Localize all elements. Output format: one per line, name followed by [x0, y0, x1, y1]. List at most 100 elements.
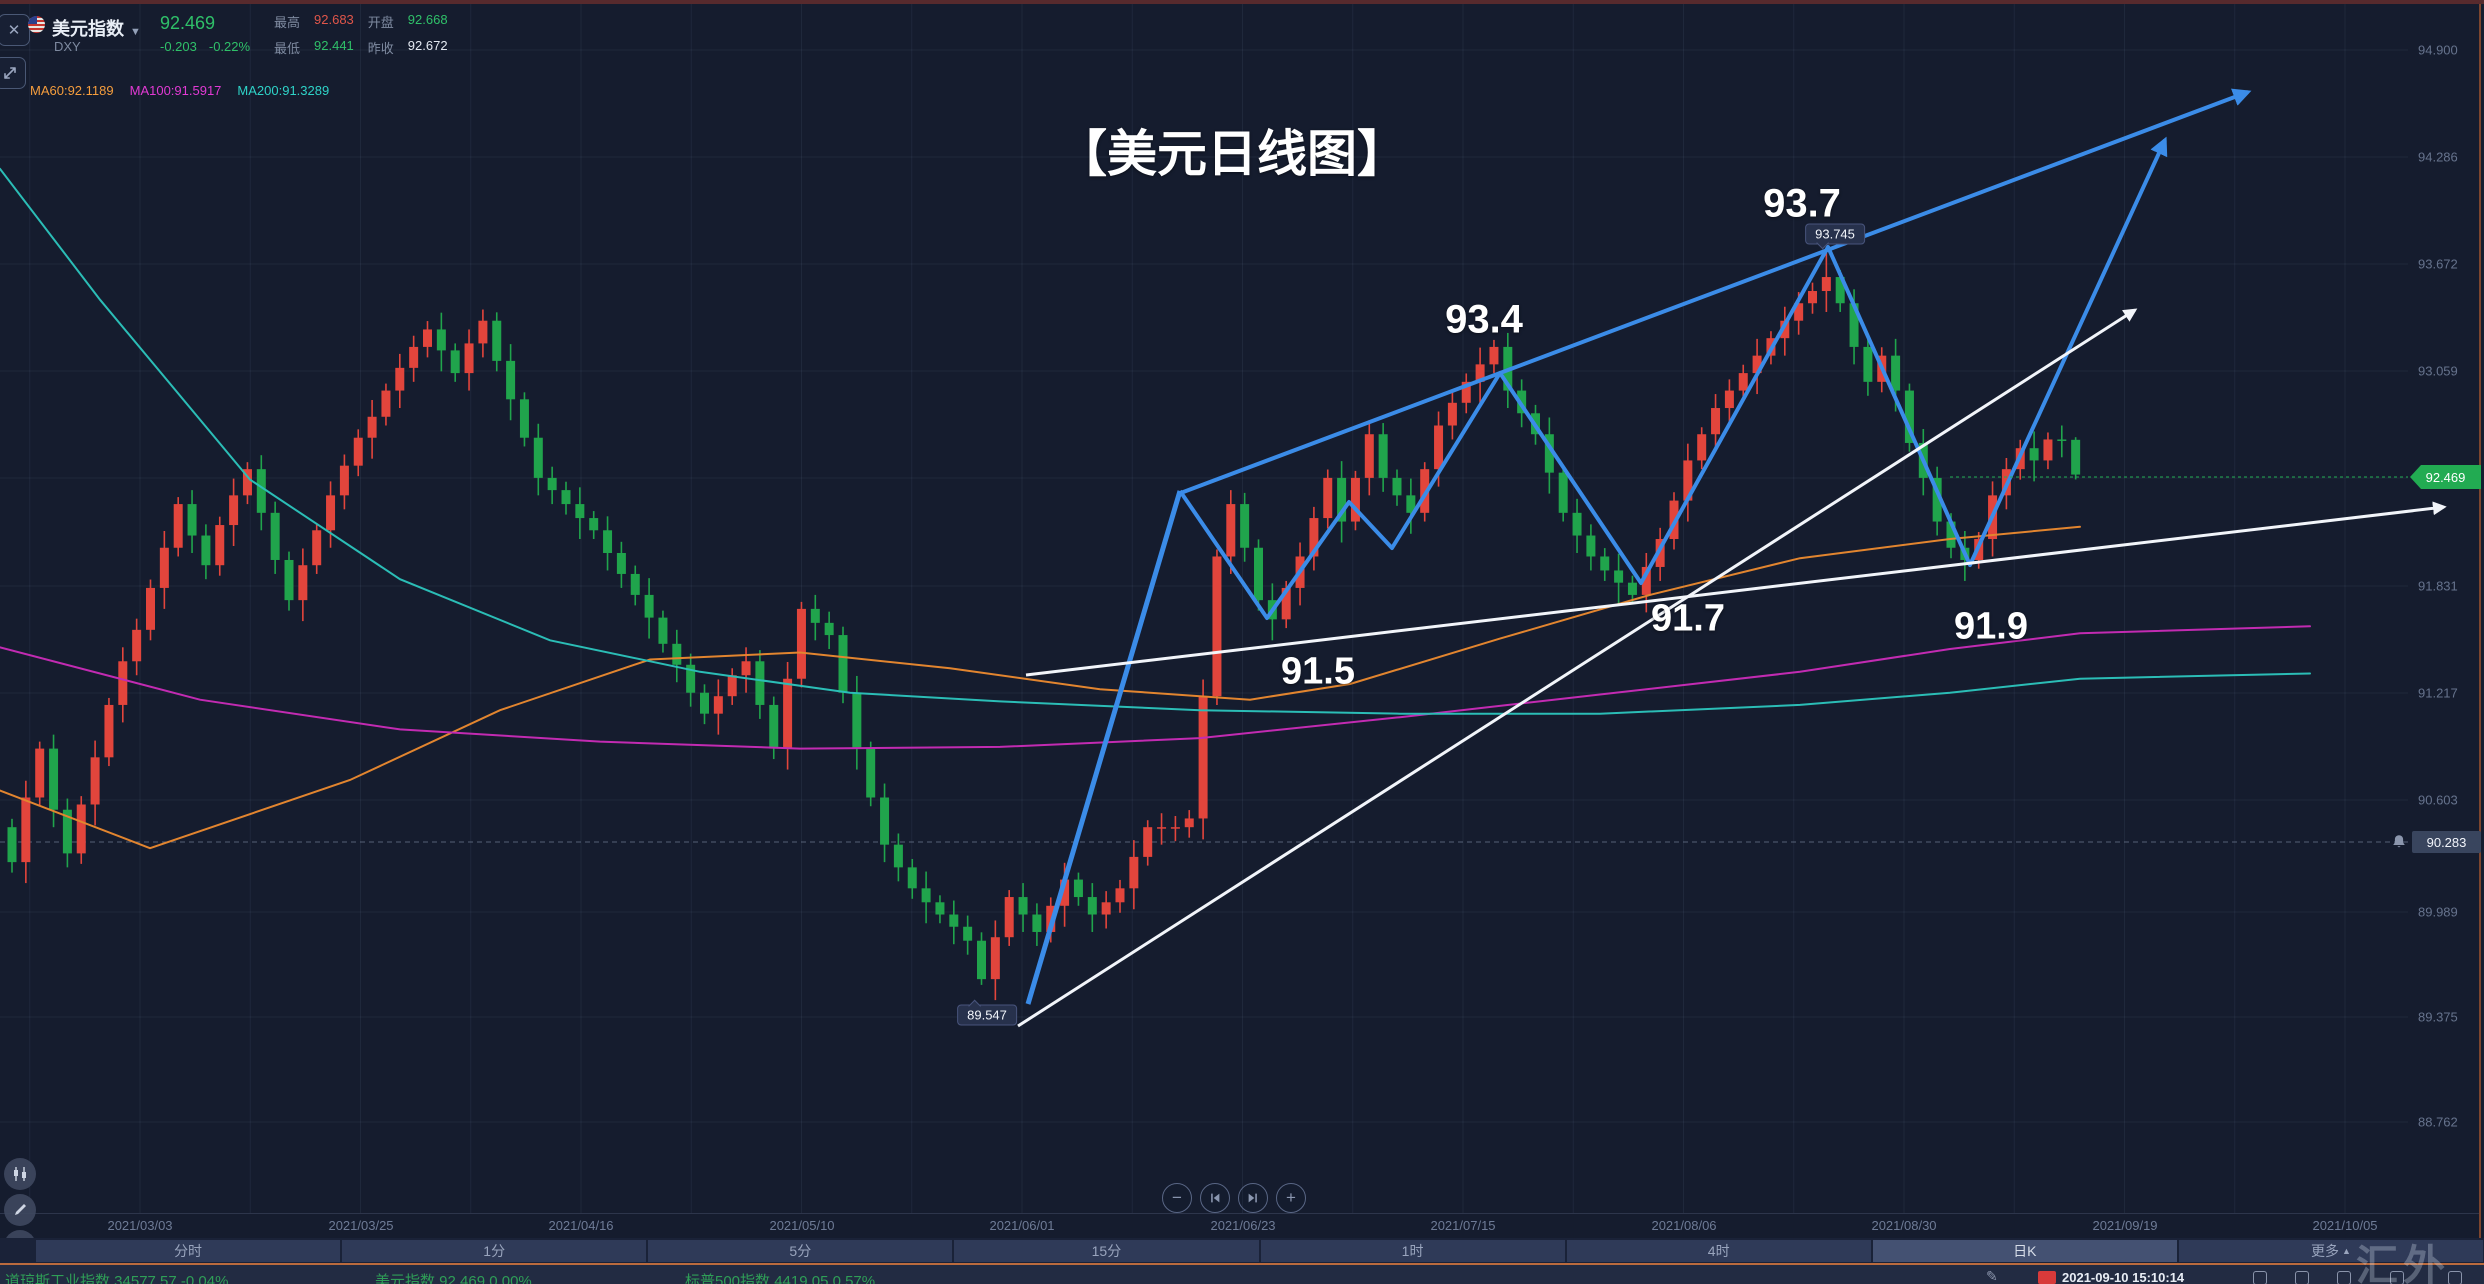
index-ticker[interactable]: 标普500指数 4419.05 0.57%: [685, 1273, 876, 1284]
price-marker-tooltip: 89.547: [957, 1004, 1017, 1026]
date-tick-label: 2021/08/06: [1651, 1218, 1717, 1233]
chart-annotation: 91.9: [1954, 605, 2028, 648]
date-tick-label: 2021/06/01: [989, 1218, 1055, 1233]
ma-line-ma60: [0, 525, 2081, 850]
blue-trend-ray[interactable]: [1177, 88, 2252, 496]
site-watermark: 汇外网: [2356, 1242, 2451, 1284]
ma-label: MA200:91.3289: [237, 83, 330, 98]
stat-value: 92.672: [407, 38, 448, 53]
ma-line-ma200: [0, 167, 2311, 715]
caret-up-icon: ▲: [2341, 1246, 2351, 1256]
statusbar-icon[interactable]: [2448, 1271, 2462, 1284]
timeframe-more-button[interactable]: 更多 ▲: [2178, 1240, 2483, 1262]
stat-label: 最低: [274, 41, 301, 56]
status-bar: ✎ 2021-09-10 15:10:14 道琼斯工业指数 34577.57 -…: [0, 1265, 2484, 1284]
symbol-name: 美元指数: [52, 19, 124, 39]
price-tick-label: 93.672: [2418, 256, 2458, 272]
minus-icon: −: [1172, 1188, 1182, 1207]
blue-zigzag[interactable]: [1178, 136, 2168, 620]
pencil-icon: [15, 1204, 26, 1215]
statusbar-icon[interactable]: [2337, 1271, 2351, 1284]
index-ticker[interactable]: 道琼斯工业指数 34577.57 -0.04%: [5, 1273, 229, 1284]
zoom-out-button[interactable]: −: [1162, 1183, 1192, 1213]
price-tick-label: 90.603: [2418, 792, 2458, 808]
stat-label: 最高: [274, 15, 301, 30]
stat-value: 92.683: [314, 12, 354, 27]
chart-annotation: 91.5: [1281, 650, 1355, 693]
plus-icon: +: [1286, 1188, 1296, 1207]
chevron-down-icon: ▼: [130, 26, 141, 38]
stat-label: 开盘: [367, 15, 394, 30]
stat-value: 92.441: [314, 38, 354, 53]
date-tick-label: 2021/05/10: [769, 1218, 835, 1233]
price-tick-label: 89.989: [2418, 904, 2458, 920]
price-tick-label: 91.217: [2418, 685, 2458, 701]
more-label: 更多: [2310, 1243, 2339, 1259]
go-to-start-button[interactable]: [1200, 1183, 1230, 1213]
statusbar-icon[interactable]: [2390, 1271, 2404, 1284]
timeframe-日K[interactable]: 日K: [1872, 1240, 2177, 1262]
candlestick-icon: [14, 1167, 26, 1181]
ma-label: MA100:91.5917: [129, 83, 222, 98]
chart-nav-controls: − +: [1162, 1183, 1306, 1213]
zoom-in-button[interactable]: +: [1276, 1183, 1306, 1213]
ma-line-ma100: [0, 625, 2311, 750]
date-tick-label: 2021/08/30: [1871, 1218, 1937, 1233]
expand-button[interactable]: [0, 57, 26, 89]
date-tick-label: 2021/07/15: [1430, 1218, 1496, 1233]
statusbar-icon[interactable]: [2253, 1271, 2267, 1284]
status-timestamp: 2021-09-10 15:10:14: [2062, 1270, 2185, 1284]
timeframe-1分[interactable]: 1分: [342, 1240, 647, 1262]
alert-price-tag[interactable]: 90.283: [2412, 831, 2481, 853]
expand-icon: [4, 67, 16, 79]
skip-to-end-icon: [1248, 1193, 1257, 1203]
white-support-line[interactable]: [1017, 308, 2138, 1028]
candlestick-style-button[interactable]: [4, 1158, 36, 1190]
close-chart-button[interactable]: ✕: [0, 14, 30, 46]
timeframe-1时[interactable]: 1时: [1260, 1240, 1565, 1262]
ohlc-stats: 最高 92.683 开盘 92.668 最低 92.441 昨收 92.672: [274, 12, 448, 57]
price-tick-label: 91.831: [2418, 578, 2458, 594]
date-tick-label: 2021/06/23: [1210, 1218, 1276, 1233]
toolbar-divider: [0, 1263, 2484, 1265]
us-flag-icon: [28, 16, 45, 33]
edit-icon[interactable]: ✎: [1986, 1268, 1998, 1284]
white-horizontal-line[interactable]: [1025, 501, 2447, 677]
date-tick-label: 2021/09/19: [2092, 1218, 2158, 1233]
red-flag-icon: [2038, 1271, 2056, 1284]
change-value: -0.203: [160, 39, 197, 54]
statusbar-icon[interactable]: [2295, 1271, 2309, 1284]
blue-impulse-line[interactable]: [1025, 490, 1183, 1005]
go-to-end-button[interactable]: [1238, 1183, 1268, 1213]
date-tick-label: 2021/03/25: [328, 1218, 394, 1233]
timeframe-分时[interactable]: 分时: [36, 1240, 341, 1262]
index-ticker[interactable]: 美元指数 92.469 0.00%: [375, 1273, 532, 1284]
timeframe-4时[interactable]: 4时: [1566, 1240, 1871, 1262]
ma-legend: MA60:92.1189 MA100:91.5917 MA200:91.3289: [30, 83, 345, 98]
symbol-code: DXY: [54, 39, 81, 54]
last-price: 92.469: [160, 13, 216, 33]
x-axis-separator: [0, 1213, 2479, 1214]
close-icon: ✕: [7, 22, 21, 39]
chart-annotation: 【美元日线图】: [1057, 126, 1407, 182]
timeframe-15分[interactable]: 15分: [954, 1240, 1259, 1262]
alert-bell-icon[interactable]: [2390, 833, 2408, 851]
chart-annotation: 93.7: [1763, 181, 1841, 226]
ma-label: MA60:92.1189: [30, 83, 114, 98]
price-tick-label: 94.286: [2418, 149, 2458, 165]
date-tick-label: 2021/04/16: [548, 1218, 614, 1233]
skip-to-start-icon: [1211, 1193, 1220, 1203]
right-axis-border: [2479, 4, 2481, 1262]
price-marker-tooltip: 93.745: [1805, 223, 1865, 245]
current-price-tag: 92.469: [2410, 465, 2481, 489]
timeframe-5分[interactable]: 5分: [648, 1240, 953, 1262]
candles: [7, 251, 2081, 1001]
timeframe-toolbar: 分时 1分 5分 15分 1时 4时 日K 更多 ▲: [35, 1240, 2484, 1262]
change-percent: -0.22%: [208, 39, 251, 54]
symbol-selector[interactable]: 美元指数 ▼: [52, 15, 141, 41]
date-tick-label: 2021/10/05: [2312, 1218, 2378, 1233]
draw-tool-button[interactable]: [4, 1194, 36, 1226]
price-tick-label: 93.059: [2418, 363, 2458, 379]
